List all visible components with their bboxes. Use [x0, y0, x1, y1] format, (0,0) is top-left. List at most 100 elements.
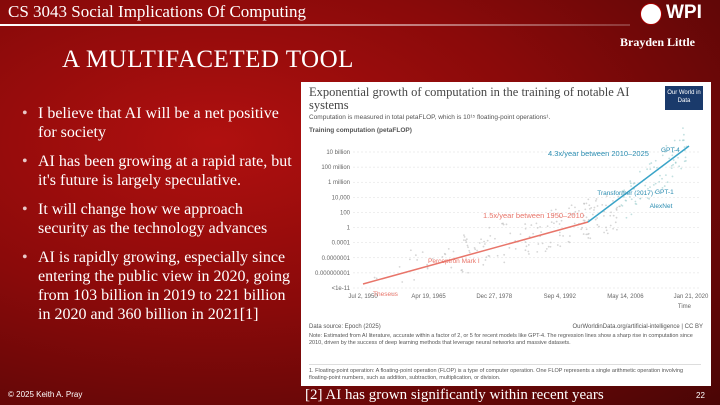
- dot: [605, 204, 607, 207]
- dot: [634, 200, 637, 203]
- y-tick-label: 1 million: [328, 180, 350, 186]
- system-label: Theseus: [373, 291, 399, 298]
- dot: [550, 221, 553, 224]
- system-label: Perceptron Mark I: [428, 258, 480, 265]
- dot: [486, 239, 489, 242]
- dot: [589, 237, 592, 240]
- dot: [580, 228, 583, 231]
- note: Note: Estimated from AI literature, accu…: [309, 333, 693, 346]
- dot: [426, 267, 429, 270]
- dot: [560, 219, 563, 222]
- dot: [661, 187, 664, 189]
- dot: [447, 247, 450, 250]
- dot: [596, 205, 599, 207]
- dot: [482, 263, 485, 266]
- dot: [421, 251, 424, 254]
- dot: [664, 150, 666, 153]
- dot: [391, 292, 394, 295]
- figure-title: Exponential growth of computation in the…: [309, 85, 630, 112]
- dot: [649, 168, 652, 170]
- dot: [601, 203, 604, 206]
- dot: [680, 167, 683, 170]
- dot: [655, 166, 658, 169]
- dot: [633, 182, 636, 185]
- dot: [465, 241, 468, 243]
- dot: [524, 223, 527, 225]
- dot: [474, 248, 477, 251]
- dot: [649, 186, 651, 189]
- x-tick-label: Dec 27, 1978: [476, 294, 512, 300]
- plot: 10 billion 100 million 1 million 10,000 100 1…: [315, 127, 709, 310]
- dot: [605, 229, 608, 232]
- dot: [572, 213, 575, 216]
- dot: [678, 165, 681, 168]
- dot: [612, 227, 615, 230]
- dot: [605, 195, 608, 198]
- page-number: 22: [696, 391, 705, 400]
- dot: [487, 254, 490, 257]
- dot: [654, 191, 657, 194]
- dot: [505, 223, 508, 226]
- dot: [408, 258, 411, 261]
- dot: [615, 209, 618, 211]
- dot: [654, 159, 657, 162]
- dot: [682, 127, 684, 130]
- dot: [483, 240, 485, 243]
- dot: [630, 185, 633, 187]
- dot: [467, 271, 469, 274]
- annotation: 1.5x/year between 1950–2010: [483, 211, 584, 220]
- dot: [678, 139, 681, 142]
- header-rule: [0, 24, 630, 26]
- system-label: Transformer (2017): [597, 190, 653, 197]
- dot: [532, 232, 535, 235]
- dot: [588, 204, 591, 207]
- dot: [553, 222, 555, 225]
- dot: [684, 159, 687, 162]
- dot: [558, 234, 561, 237]
- dot: [503, 261, 506, 264]
- y-tick-label: 0.0000001: [322, 256, 351, 262]
- dot: [426, 263, 429, 266]
- copyright: © 2025 Keith A. Pray: [8, 390, 83, 399]
- dot: [596, 223, 599, 226]
- dot: [609, 224, 612, 227]
- dot: [587, 232, 590, 235]
- system-label: GPT-4: [661, 147, 680, 154]
- dot: [524, 249, 527, 252]
- figure-subtitle: Computation is measured in total petaFLO…: [309, 114, 551, 121]
- dot: [431, 257, 434, 260]
- dot: [484, 243, 486, 245]
- dot: [661, 177, 663, 180]
- y-tick-label: 100 million: [321, 165, 350, 171]
- dot: [443, 252, 446, 255]
- dot: [630, 198, 633, 201]
- dot: [639, 170, 641, 173]
- dot: [584, 208, 587, 211]
- dot: [546, 225, 549, 228]
- dot: [496, 254, 499, 257]
- dot: [452, 250, 455, 253]
- dot: [629, 182, 632, 185]
- dot: [537, 243, 540, 245]
- dot: [652, 183, 655, 186]
- dot: [466, 244, 469, 247]
- figure: 10 billion 100 million 1 million 10,000 100 1…: [301, 82, 711, 386]
- x-tick-label: Jul 2, 1950: [348, 294, 378, 300]
- dot: [558, 231, 561, 234]
- dot: [639, 197, 642, 200]
- dot: [684, 156, 687, 159]
- dot: [673, 146, 675, 149]
- dot: [609, 214, 612, 217]
- course-name: CS 3043 Social Implications Of Computing: [8, 2, 306, 21]
- dot: [547, 245, 550, 248]
- dot: [398, 265, 401, 268]
- dot: [615, 216, 618, 219]
- dot: [568, 207, 570, 210]
- dot: [620, 193, 623, 196]
- dot: [612, 199, 614, 202]
- dot: [413, 278, 416, 281]
- footnote: 1. Floating-point operation: A floating-…: [309, 364, 701, 382]
- dot: [582, 214, 585, 217]
- dot: [670, 164, 673, 167]
- x-tick-label: May 14, 2006: [607, 294, 644, 300]
